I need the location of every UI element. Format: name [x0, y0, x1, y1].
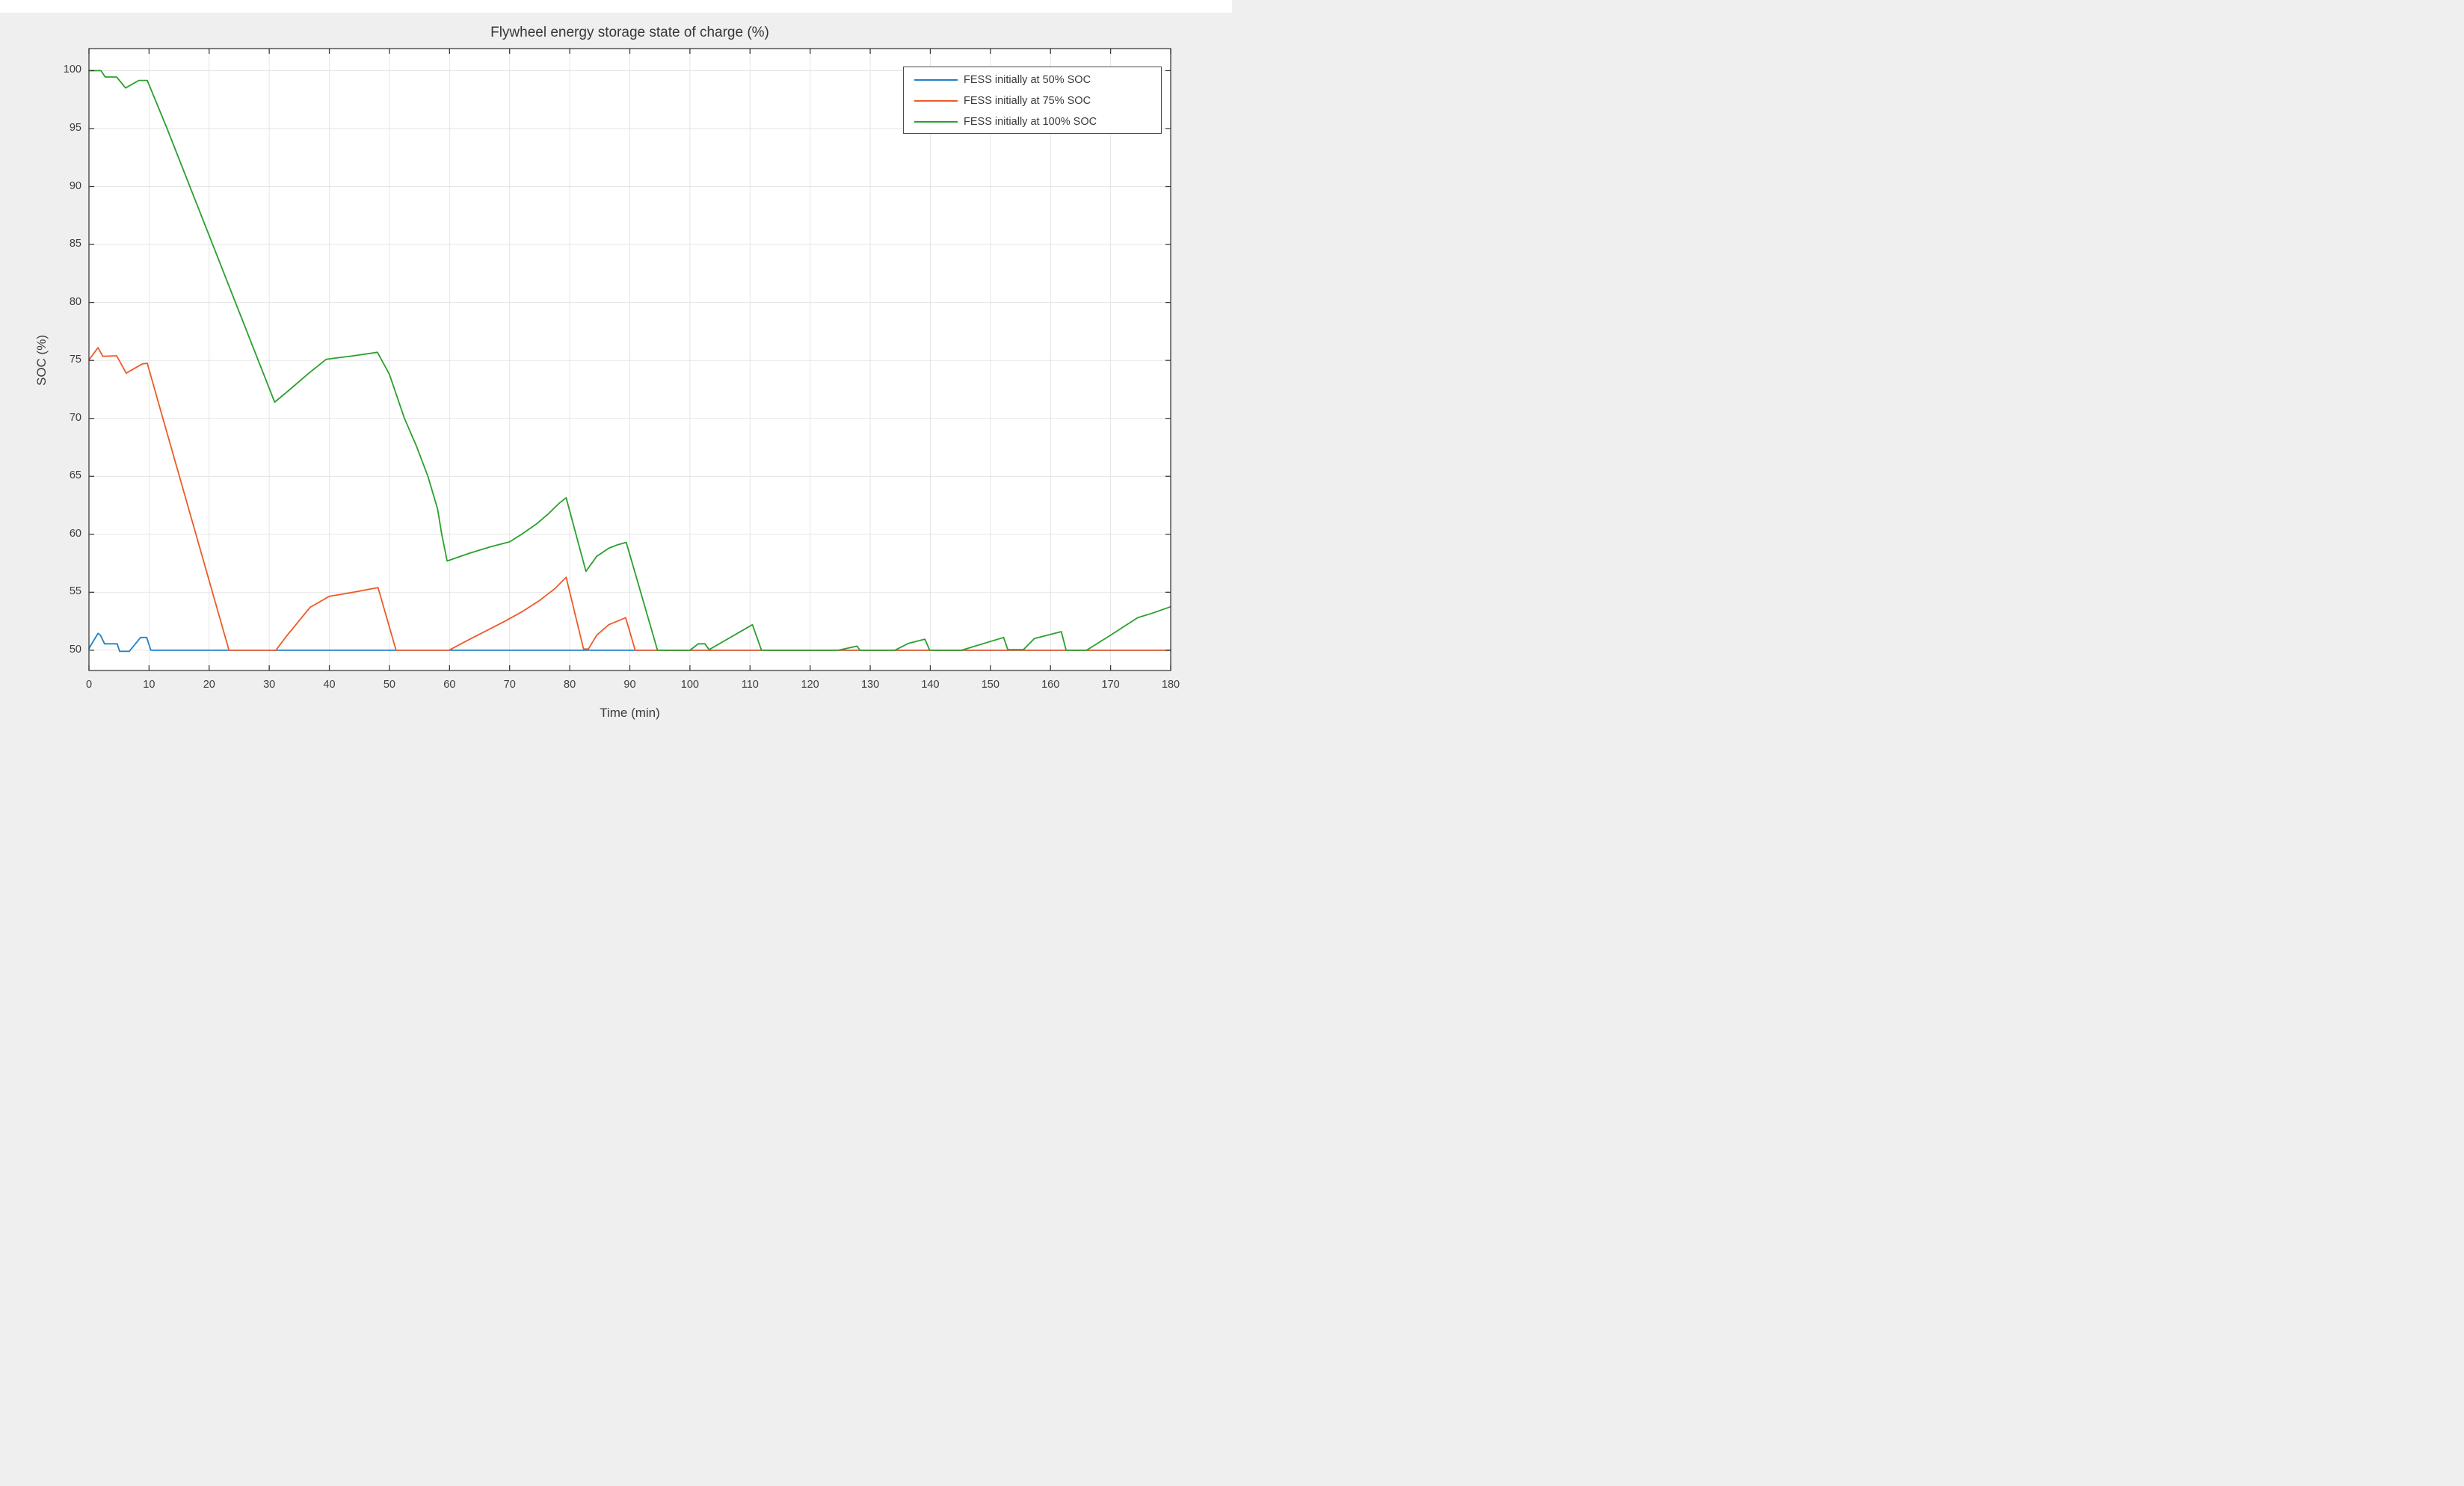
y-tick-label: 95 — [69, 122, 81, 134]
y-tick-label: 90 — [69, 179, 81, 192]
x-tick-label: 150 — [981, 679, 1000, 691]
legend-item-fess-100: FESS initially at 100% SOC — [904, 111, 1161, 133]
x-tick-label: 160 — [1041, 679, 1060, 691]
legend-line-swatch-orange — [914, 100, 958, 102]
y-tick-label: 85 — [69, 238, 81, 250]
y-tick-label: 65 — [69, 469, 81, 482]
x-tick-label: 120 — [801, 679, 819, 691]
y-tick-label: 75 — [69, 354, 81, 366]
x-tick-label: 80 — [564, 679, 576, 691]
legend-line-swatch-blue — [914, 79, 958, 81]
x-tick-label: 30 — [263, 679, 276, 691]
y-tick-label: 50 — [69, 643, 81, 656]
x-axis-label: Time (min) — [600, 706, 660, 720]
y-tick-label: 80 — [69, 295, 81, 308]
x-tick-label: 70 — [503, 679, 516, 691]
x-tick-label: 50 — [383, 679, 395, 691]
legend-item-fess-75: FESS initially at 75% SOC — [904, 90, 1161, 112]
window-top-strip — [0, 0, 1232, 13]
legend: FESS initially at 50% SOC FESS initially… — [903, 67, 1162, 134]
legend-line-swatch-green — [914, 121, 958, 123]
x-tick-label: 40 — [323, 679, 336, 691]
x-tick-label: 20 — [203, 679, 215, 691]
x-tick-label: 60 — [443, 679, 456, 691]
legend-label: FESS initially at 50% SOC — [964, 74, 1091, 86]
chart-title: Flywheel energy storage state of charge … — [490, 25, 769, 40]
plot-area — [88, 48, 1171, 671]
legend-label: FESS initially at 75% SOC — [964, 95, 1091, 107]
x-tick-label: 100 — [680, 679, 699, 691]
figure-window: Flywheel energy storage state of charge … — [0, 0, 1232, 743]
y-tick-label: 55 — [69, 585, 81, 598]
y-tick-label: 70 — [69, 411, 81, 424]
x-tick-label: 90 — [623, 679, 636, 691]
x-tick-label: 10 — [143, 679, 155, 691]
x-tick-label: 130 — [860, 679, 880, 691]
y-tick-label: 100 — [63, 64, 81, 76]
series-line-1 — [88, 347, 1171, 651]
x-tick-label: 140 — [921, 679, 940, 691]
series-line-2 — [88, 70, 1171, 651]
legend-label: FESS initially at 100% SOC — [964, 116, 1097, 128]
x-tick-label: 110 — [741, 679, 759, 691]
x-tick-label: 170 — [1101, 679, 1120, 691]
x-tick-label: 0 — [85, 679, 93, 691]
y-tick-label: 60 — [69, 527, 81, 540]
legend-item-fess-50: FESS initially at 50% SOC — [904, 69, 1161, 91]
series-line-0 — [88, 632, 1171, 653]
x-tick-label: 180 — [1161, 679, 1180, 691]
